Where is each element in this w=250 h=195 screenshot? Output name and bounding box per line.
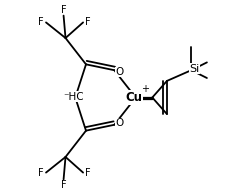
Text: ⁻HC: ⁻HC: [64, 91, 84, 102]
Text: F: F: [38, 17, 44, 27]
Text: +: +: [141, 84, 149, 94]
Text: F: F: [61, 180, 66, 190]
Text: Cu: Cu: [126, 91, 143, 104]
Text: F: F: [85, 17, 91, 27]
Text: Si: Si: [190, 64, 200, 74]
Text: F: F: [61, 5, 66, 15]
Text: F: F: [38, 168, 44, 178]
Text: F: F: [85, 168, 91, 178]
Text: O: O: [116, 67, 124, 77]
Text: O: O: [116, 118, 124, 128]
